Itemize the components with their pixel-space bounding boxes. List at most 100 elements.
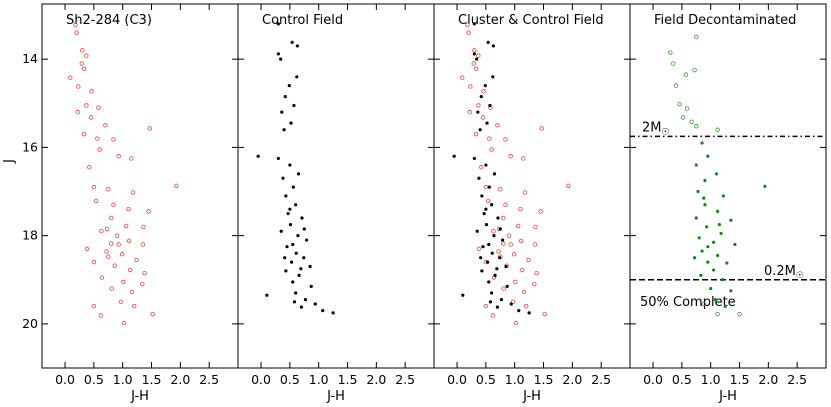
series-above-2-msun-open — [668, 34, 720, 132]
data-point — [495, 305, 500, 309]
data-point — [689, 119, 694, 125]
data-point — [721, 194, 725, 198]
data-point — [539, 126, 544, 131]
data-point — [108, 241, 114, 246]
data-point — [694, 163, 698, 167]
x-tick-label: 1.0 — [113, 372, 133, 387]
data-point — [476, 110, 480, 114]
data-point — [147, 126, 152, 131]
data-point — [715, 127, 720, 132]
data-point — [119, 251, 125, 257]
data-point — [493, 273, 497, 277]
x-axis-label: J-H — [326, 389, 345, 404]
data-point — [699, 273, 703, 277]
data-point — [468, 84, 473, 89]
y-axis-label: J — [2, 159, 17, 164]
data-point — [471, 61, 476, 66]
data-point — [84, 246, 90, 252]
data-point — [729, 218, 733, 222]
data-point — [283, 95, 287, 99]
series-cluster — [68, 22, 179, 326]
data-point — [477, 176, 481, 180]
x-tick-label: 2.5 — [591, 372, 611, 387]
data-point — [694, 34, 699, 40]
data-point — [498, 227, 502, 231]
data-point — [126, 238, 132, 244]
data-point — [296, 234, 300, 238]
data-point — [73, 22, 78, 27]
data-point — [104, 226, 110, 232]
data-point — [473, 131, 479, 137]
y-tick-label: 16 — [22, 139, 38, 154]
data-point — [87, 165, 92, 170]
data-point — [84, 103, 89, 108]
x-tick-label: 1.0 — [309, 372, 329, 387]
data-point — [279, 57, 283, 61]
x-tick-label: 0.5 — [84, 372, 104, 387]
x-tick-label: 0.5 — [280, 372, 300, 387]
panel-frame — [237, 3, 435, 369]
data-point — [129, 156, 134, 161]
data-point — [508, 242, 513, 247]
data-point — [127, 267, 133, 273]
data-point — [297, 273, 301, 277]
data-point — [725, 261, 729, 265]
data-point — [126, 206, 131, 212]
data-point — [140, 242, 146, 247]
data-point — [296, 172, 301, 176]
data-point — [737, 311, 742, 317]
data-point — [501, 238, 505, 242]
x-tick-label: 1.0 — [701, 372, 721, 387]
data-point — [279, 229, 283, 233]
data-point — [99, 229, 104, 234]
data-point — [671, 61, 676, 66]
data-point — [495, 267, 499, 271]
data-point — [74, 30, 79, 35]
data-point — [684, 106, 690, 111]
data-point — [112, 263, 117, 268]
data-point — [472, 22, 476, 26]
panel-1: Sh2-284 (C3) 0.0 0.5 1.0 1.5 2.0 2.5 J-H 14 16 18 2… — [2, 3, 239, 404]
data-point — [291, 242, 295, 247]
data-point — [484, 163, 488, 167]
data-point — [321, 309, 325, 313]
data-point — [723, 304, 727, 308]
data-point — [496, 216, 500, 220]
data-point — [490, 313, 495, 318]
data-point — [492, 234, 496, 238]
data-point — [479, 95, 483, 99]
data-point — [716, 253, 720, 258]
data-point — [291, 280, 295, 284]
data-point — [694, 124, 699, 129]
data-point — [680, 115, 686, 120]
x-tick-label: 2.5 — [787, 372, 807, 387]
data-point — [715, 311, 720, 317]
x-axis-label: J-H — [522, 389, 541, 404]
data-point — [280, 110, 284, 114]
data-point — [292, 300, 297, 304]
data-point — [714, 172, 719, 176]
x-tick-label: 2.5 — [395, 372, 415, 387]
data-point — [479, 256, 483, 260]
data-point — [520, 267, 525, 273]
data-point — [532, 281, 537, 287]
data-point — [524, 304, 529, 309]
data-point — [499, 298, 504, 302]
mass-line-label: 0.2M☉ — [764, 264, 804, 281]
data-point — [95, 136, 100, 141]
data-point — [483, 184, 489, 190]
data-point — [479, 165, 484, 170]
data-point — [80, 48, 85, 53]
data-point — [472, 52, 476, 56]
data-point — [96, 105, 101, 110]
data-point — [487, 136, 492, 141]
data-point — [150, 311, 155, 317]
data-point — [98, 313, 103, 318]
data-point — [491, 229, 496, 234]
data-point — [490, 251, 494, 255]
data-point — [91, 304, 97, 309]
data-point — [123, 223, 129, 229]
y-tick-label: 18 — [22, 228, 38, 243]
data-point — [480, 269, 484, 273]
data-point — [121, 279, 126, 285]
